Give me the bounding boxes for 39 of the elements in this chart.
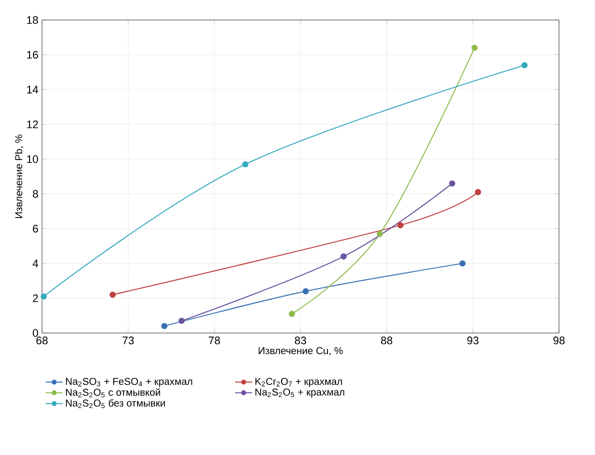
point	[40, 293, 47, 300]
x-axis-title: Извлечение Cu, %	[258, 347, 343, 356]
y-tick-label: 4	[32, 260, 38, 268]
x-tick-label: 93	[467, 336, 478, 344]
y-axis-title: Извлечение Pb, %	[14, 134, 24, 218]
x-tick-label: 78	[208, 336, 220, 344]
x-tick-label: 88	[381, 336, 392, 344]
point	[288, 310, 295, 317]
point	[376, 230, 383, 237]
point	[474, 189, 482, 196]
point	[161, 322, 168, 330]
x-tick-label: 83	[294, 336, 306, 344]
y-tick-label: 10	[27, 155, 38, 163]
point	[449, 180, 456, 187]
x-tick-label: 98	[553, 336, 565, 344]
point	[471, 44, 478, 51]
point	[521, 62, 528, 68]
point	[110, 292, 116, 298]
y-tick-label: 14	[27, 86, 38, 94]
y-tick-label: 6	[32, 224, 38, 233]
point	[397, 222, 404, 228]
point	[302, 288, 309, 294]
y-tick-label: 16	[27, 50, 38, 59]
x-tick-label: 68	[36, 336, 48, 344]
y-tick-label: 8	[32, 190, 38, 198]
point	[459, 260, 466, 267]
legend-label: Na$_{2}$S$_{2}$O$_{5}$ + крахмал	[255, 388, 344, 398]
legend-label: K$_{2}$Cr$_{2}$O$_{7}$ + крахмал	[255, 378, 342, 387]
y-tick-label: 18	[27, 16, 38, 24]
legend-label: Na$_{2}$S$_{2}$O$_{5}$ с отмывкой	[66, 388, 160, 398]
legend-label: Na$_{2}$SO$_{3}$ + FeSO$_{4}$ + крахмал	[66, 378, 192, 387]
point	[242, 161, 248, 168]
y-tick-label: 0	[32, 329, 38, 337]
point	[340, 253, 347, 260]
y-tick-label: 12	[27, 120, 38, 128]
x-tick-label: 73	[122, 336, 134, 344]
point	[178, 318, 185, 324]
legend-label: Na$_{2}$S$_{2}$O$_{5}$ без отмывки	[66, 399, 165, 408]
y-tick-label: 2	[32, 294, 38, 302]
